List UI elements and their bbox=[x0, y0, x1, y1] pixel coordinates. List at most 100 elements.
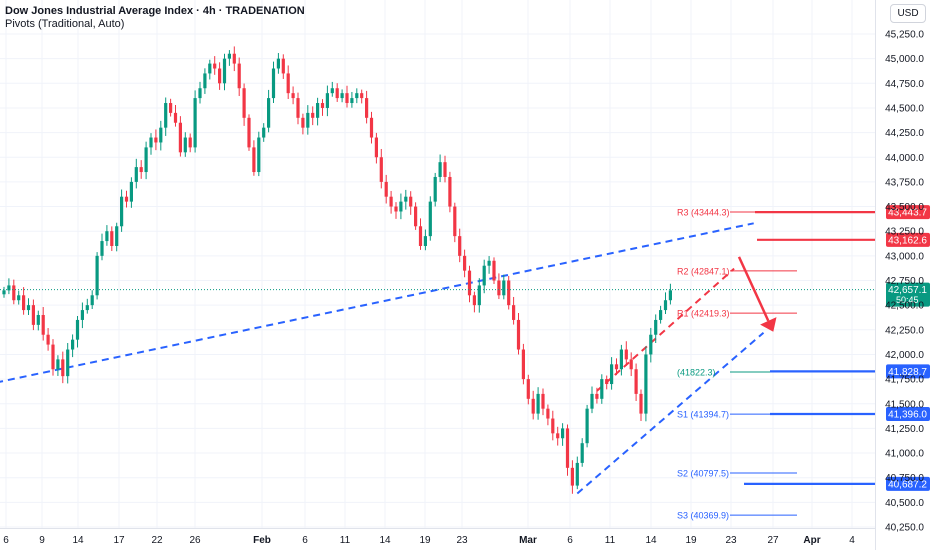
candle-body bbox=[561, 428, 565, 439]
candle-body bbox=[360, 93, 364, 99]
price-tick-label: 42,000.0 bbox=[885, 350, 924, 361]
candle-body bbox=[208, 63, 212, 74]
candle-body bbox=[218, 68, 222, 84]
candle-body bbox=[281, 58, 285, 74]
candle-body bbox=[242, 88, 246, 118]
candle-body bbox=[389, 196, 393, 207]
price-tick-label: 43,250.0 bbox=[885, 227, 924, 238]
candle-body bbox=[80, 310, 84, 320]
price-tick-label: 40,500.0 bbox=[885, 498, 924, 509]
candle-body bbox=[330, 88, 334, 94]
time-tick-label: 23 bbox=[456, 535, 468, 546]
candle-body bbox=[320, 103, 325, 108]
candle-body bbox=[17, 295, 21, 301]
candle-body bbox=[477, 285, 481, 306]
candle-body bbox=[369, 117, 374, 138]
candle-body bbox=[590, 393, 594, 409]
candle-body bbox=[644, 354, 648, 414]
currency-button[interactable]: USD bbox=[890, 4, 926, 23]
price-tick-label: 44,000.0 bbox=[885, 153, 924, 164]
price-tick-label: 45,000.0 bbox=[885, 54, 924, 65]
candle-body bbox=[448, 176, 452, 207]
price-tick-label: 43,500.0 bbox=[885, 202, 924, 213]
candle-body bbox=[213, 63, 217, 69]
candle-body bbox=[183, 137, 187, 153]
candle-body bbox=[36, 315, 40, 325]
candle-body bbox=[551, 418, 555, 434]
candle-body bbox=[654, 319, 658, 335]
candle-body bbox=[512, 305, 516, 320]
candle-body bbox=[365, 98, 369, 118]
candle-body bbox=[178, 122, 182, 153]
time-tick-label: 6 bbox=[3, 535, 9, 546]
time-tick-label: 17 bbox=[113, 535, 125, 546]
time-tick-label: 23 bbox=[725, 535, 737, 546]
candle-body bbox=[487, 260, 491, 266]
candle-body bbox=[433, 176, 437, 202]
price-tick-label: 41,750.0 bbox=[885, 375, 924, 386]
candle-body bbox=[409, 196, 413, 207]
candle-body bbox=[614, 364, 619, 370]
candle-body bbox=[379, 157, 383, 182]
time-tick-label: 26 bbox=[189, 535, 201, 546]
price-level-tag bbox=[886, 205, 930, 220]
indicator-label[interactable]: Pivots (Traditional, Auto) bbox=[5, 18, 125, 30]
candle-body bbox=[472, 295, 476, 306]
price-tick-label: 40,250.0 bbox=[885, 523, 924, 534]
candle-body bbox=[46, 334, 50, 345]
candle-body bbox=[247, 117, 251, 148]
candle-body bbox=[222, 58, 227, 84]
candle-body bbox=[605, 379, 609, 385]
candle-body bbox=[85, 305, 89, 311]
candle-body bbox=[296, 98, 300, 118]
price-tick-label: 43,750.0 bbox=[885, 177, 924, 188]
candle-body bbox=[526, 379, 530, 399]
candle-body bbox=[173, 112, 178, 123]
time-tick-label: 19 bbox=[419, 535, 431, 546]
candle-body bbox=[458, 236, 462, 256]
price-tick-label: 42,750.0 bbox=[885, 276, 924, 287]
candle-body bbox=[75, 319, 80, 340]
candle-body bbox=[384, 181, 388, 197]
candle-body bbox=[438, 162, 442, 177]
candle-body bbox=[340, 93, 344, 99]
candle-body bbox=[22, 295, 26, 311]
arrow-shaft bbox=[737, 256, 770, 322]
time-tick-label: 6 bbox=[302, 535, 308, 546]
candle-body bbox=[124, 196, 129, 202]
candle-body bbox=[546, 408, 550, 419]
candle-body bbox=[516, 319, 521, 350]
price-level-tag-label: 40,687.2 bbox=[888, 479, 927, 490]
pivot-levels: R3 (43444.3) R2 (42847.1) R1 (42419.3) (418… bbox=[677, 208, 797, 521]
candle-body bbox=[188, 137, 192, 148]
candle-body bbox=[66, 349, 70, 377]
price-tick-label: 41,000.0 bbox=[885, 449, 924, 460]
price-level-tag bbox=[886, 476, 930, 491]
candle-body bbox=[149, 137, 153, 148]
trendline-channel-support bbox=[576, 332, 765, 495]
candle-body bbox=[169, 103, 173, 113]
candle-body bbox=[374, 137, 378, 158]
price-tick-label: 41,250.0 bbox=[885, 424, 924, 435]
candle-body bbox=[257, 137, 261, 173]
price-tick-label: 44,500.0 bbox=[885, 103, 924, 114]
time-tick-label: Mar bbox=[519, 535, 537, 546]
grid-lines bbox=[0, 0, 875, 528]
candle-body bbox=[404, 196, 408, 202]
candle-body bbox=[262, 127, 266, 138]
candle-body bbox=[595, 393, 599, 399]
price-level-tag bbox=[886, 407, 930, 422]
candle-body bbox=[350, 98, 354, 104]
candle-body bbox=[237, 63, 241, 89]
price-level-tag-label: 41,828.7 bbox=[888, 367, 927, 378]
price-level-tag bbox=[886, 232, 930, 247]
candle-body bbox=[31, 305, 35, 325]
price-axis: 45,250.0 45,000.0 44,750.0 44,500.0 44,250.0… bbox=[875, 0, 924, 550]
candle-body bbox=[193, 98, 197, 148]
candle-body bbox=[531, 398, 535, 414]
candle-body bbox=[51, 344, 55, 370]
candle-body bbox=[497, 280, 501, 296]
time-tick-label: 11 bbox=[605, 535, 616, 546]
